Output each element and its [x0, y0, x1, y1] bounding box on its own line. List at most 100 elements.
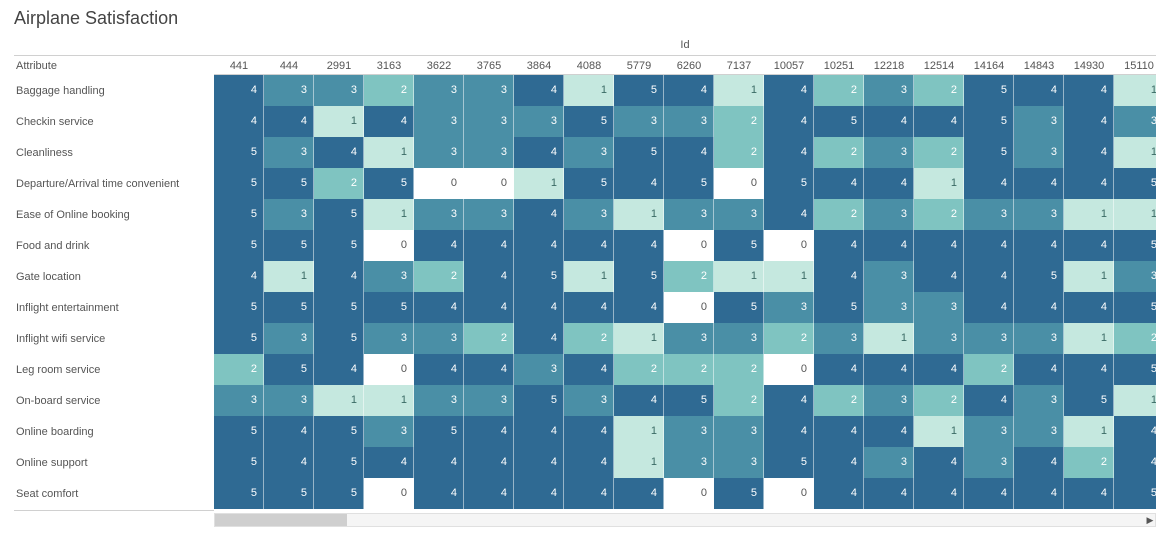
- heatmap-cell[interactable]: 4: [264, 447, 314, 478]
- heatmap-cell[interactable]: 3: [464, 137, 514, 168]
- heatmap-cell[interactable]: 1: [364, 137, 414, 168]
- heatmap-cell[interactable]: 5: [1114, 230, 1156, 261]
- heatmap-cell[interactable]: 5: [614, 137, 664, 168]
- heatmap-cell[interactable]: 4: [564, 230, 614, 261]
- heatmap-cell[interactable]: 2: [314, 168, 364, 199]
- heatmap-cell[interactable]: 3: [964, 199, 1014, 230]
- heatmap-cell[interactable]: 3: [264, 385, 314, 416]
- heatmap-cell[interactable]: 4: [1064, 230, 1114, 261]
- heatmap-cell[interactable]: 3: [714, 323, 764, 354]
- heatmap-cell[interactable]: 3: [1114, 106, 1156, 137]
- heatmap-cell[interactable]: 1: [1064, 199, 1114, 230]
- heatmap-cell[interactable]: 3: [964, 416, 1014, 447]
- heatmap-cell[interactable]: 4: [614, 230, 664, 261]
- heatmap-cell[interactable]: 3: [864, 292, 914, 323]
- heatmap-cell[interactable]: 4: [1014, 75, 1064, 106]
- heatmap-cell[interactable]: 3: [264, 75, 314, 106]
- heatmap-cell[interactable]: 4: [914, 447, 964, 478]
- heatmap-cell[interactable]: 1: [364, 385, 414, 416]
- heatmap-cell[interactable]: 5: [264, 230, 314, 261]
- heatmap-cell[interactable]: 3: [314, 75, 364, 106]
- heatmap-cell[interactable]: 0: [664, 230, 714, 261]
- heatmap-cell[interactable]: 4: [514, 447, 564, 478]
- heatmap-cell[interactable]: 5: [614, 75, 664, 106]
- heatmap-cell[interactable]: 3: [414, 323, 464, 354]
- heatmap-cell[interactable]: 4: [564, 478, 614, 509]
- heatmap-cell[interactable]: 5: [214, 478, 264, 509]
- heatmap-cell[interactable]: 5: [264, 168, 314, 199]
- heatmap-cell[interactable]: 4: [814, 168, 864, 199]
- heatmap-cell[interactable]: 1: [1114, 75, 1156, 106]
- heatmap-cell[interactable]: 4: [464, 416, 514, 447]
- heatmap-cell[interactable]: 5: [314, 323, 364, 354]
- heatmap-cell[interactable]: 4: [964, 168, 1014, 199]
- heatmap-cell[interactable]: 3: [1014, 385, 1064, 416]
- heatmap-cell[interactable]: 1: [1114, 137, 1156, 168]
- heatmap-cell[interactable]: 4: [364, 106, 414, 137]
- heatmap-cell[interactable]: 4: [964, 478, 1014, 509]
- heatmap-cell[interactable]: 4: [464, 354, 514, 385]
- heatmap-cell[interactable]: 4: [764, 416, 814, 447]
- heatmap-cell[interactable]: 5: [414, 416, 464, 447]
- heatmap-cell[interactable]: 5: [214, 168, 264, 199]
- heatmap-cell[interactable]: 3: [564, 137, 614, 168]
- heatmap-cell[interactable]: 3: [664, 447, 714, 478]
- heatmap-cell[interactable]: 1: [514, 168, 564, 199]
- heatmap-cell[interactable]: 3: [264, 199, 314, 230]
- heatmap-cell[interactable]: 3: [914, 292, 964, 323]
- heatmap-cell[interactable]: 4: [864, 354, 914, 385]
- heatmap-cell[interactable]: 4: [914, 354, 964, 385]
- heatmap-cell[interactable]: 4: [914, 106, 964, 137]
- heatmap-cell[interactable]: 1: [564, 75, 614, 106]
- heatmap-cell[interactable]: 5: [214, 416, 264, 447]
- heatmap-cell[interactable]: 4: [914, 230, 964, 261]
- heatmap-cell[interactable]: 4: [814, 416, 864, 447]
- heatmap-cell[interactable]: 1: [314, 106, 364, 137]
- heatmap-cell[interactable]: 4: [614, 385, 664, 416]
- heatmap-cell[interactable]: 4: [964, 292, 1014, 323]
- heatmap-cell[interactable]: 2: [814, 137, 864, 168]
- heatmap-cell[interactable]: 2: [214, 354, 264, 385]
- heatmap-cell[interactable]: 4: [614, 478, 664, 509]
- heatmap-cell[interactable]: 3: [814, 323, 864, 354]
- heatmap-cell[interactable]: 5: [214, 230, 264, 261]
- heatmap-cell[interactable]: 5: [214, 292, 264, 323]
- heatmap-cell[interactable]: 4: [1064, 478, 1114, 509]
- heatmap-cell[interactable]: 3: [414, 106, 464, 137]
- scrollbar-thumb[interactable]: [215, 514, 347, 526]
- heatmap-cell[interactable]: 3: [914, 323, 964, 354]
- heatmap-cell[interactable]: 3: [964, 323, 1014, 354]
- heatmap-cell[interactable]: 2: [414, 261, 464, 292]
- heatmap-cell[interactable]: 5: [314, 447, 364, 478]
- heatmap-cell[interactable]: 3: [414, 199, 464, 230]
- heatmap-cell[interactable]: 4: [464, 292, 514, 323]
- heatmap-cell[interactable]: 4: [414, 292, 464, 323]
- heatmap-cell[interactable]: 4: [464, 230, 514, 261]
- heatmap-cell[interactable]: 2: [714, 385, 764, 416]
- heatmap-cell[interactable]: 5: [964, 106, 1014, 137]
- heatmap-cell[interactable]: 2: [1114, 323, 1156, 354]
- heatmap-cell[interactable]: 4: [214, 75, 264, 106]
- heatmap-cell[interactable]: 4: [764, 199, 814, 230]
- heatmap-cell[interactable]: 2: [914, 75, 964, 106]
- heatmap-cell[interactable]: 1: [764, 261, 814, 292]
- heatmap-cell[interactable]: 5: [514, 385, 564, 416]
- heatmap-cell[interactable]: 2: [914, 137, 964, 168]
- heatmap-cell[interactable]: 5: [564, 106, 614, 137]
- heatmap-cell[interactable]: 1: [1064, 261, 1114, 292]
- heatmap-cell[interactable]: 3: [414, 75, 464, 106]
- heatmap-cell[interactable]: 3: [264, 137, 314, 168]
- heatmap-cell[interactable]: 4: [464, 261, 514, 292]
- heatmap-cell[interactable]: 4: [764, 385, 814, 416]
- heatmap-cell[interactable]: 4: [814, 447, 864, 478]
- heatmap-cell[interactable]: 4: [364, 447, 414, 478]
- heatmap-cell[interactable]: 4: [914, 261, 964, 292]
- heatmap-cell[interactable]: 1: [564, 261, 614, 292]
- heatmap-cell[interactable]: 3: [664, 199, 714, 230]
- heatmap-cell[interactable]: 4: [1014, 292, 1064, 323]
- heatmap-cell[interactable]: 4: [964, 385, 1014, 416]
- heatmap-cell[interactable]: 4: [214, 106, 264, 137]
- heatmap-cell[interactable]: 2: [614, 354, 664, 385]
- heatmap-cell[interactable]: 0: [664, 478, 714, 509]
- heatmap-cell[interactable]: 4: [864, 416, 914, 447]
